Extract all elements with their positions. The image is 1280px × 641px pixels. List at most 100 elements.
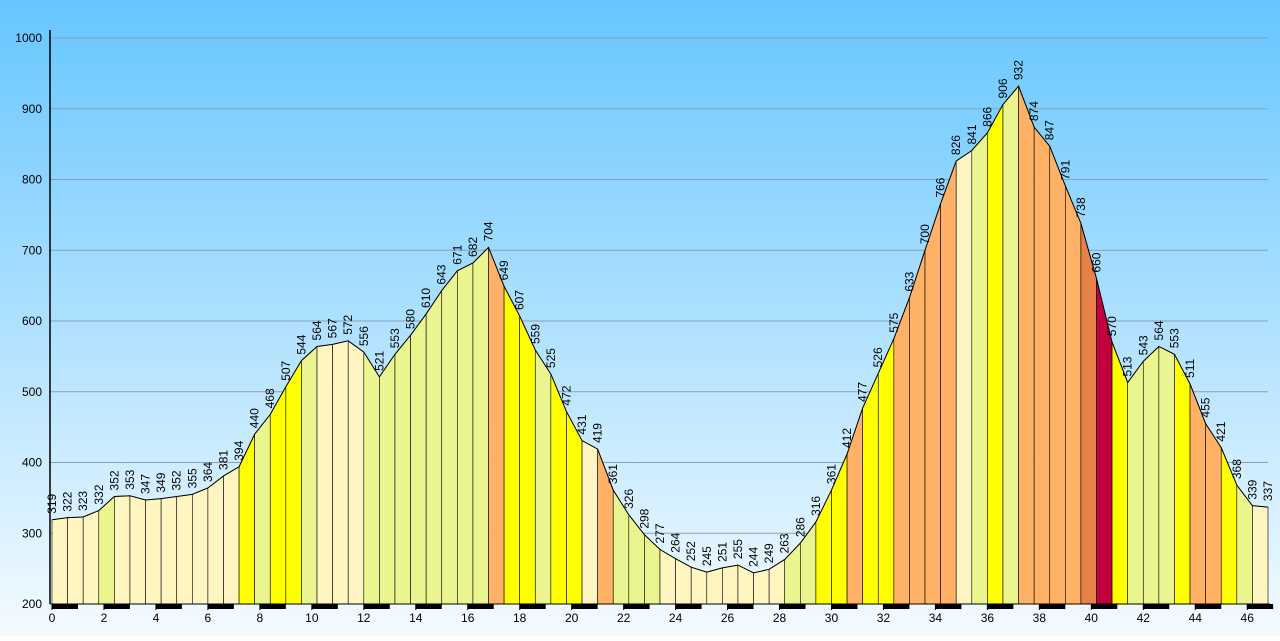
x-tick-label: 0 <box>49 611 56 625</box>
segment <box>223 466 240 605</box>
value-label: 526 <box>871 347 885 367</box>
value-label: 355 <box>185 468 199 488</box>
value-label: 249 <box>762 543 776 563</box>
scale-bar <box>935 604 962 609</box>
value-label: 826 <box>949 135 963 155</box>
scale-bar <box>883 604 910 609</box>
segment <box>82 510 100 605</box>
x-tick-label: 42 <box>1137 611 1151 625</box>
segment <box>51 517 68 605</box>
scale-bar <box>987 604 1014 609</box>
y-tick-label: 200 <box>22 597 42 611</box>
segment <box>269 385 287 605</box>
scale-bar <box>1039 604 1066 609</box>
x-tick-label: 32 <box>877 611 891 625</box>
x-tick-label: 22 <box>617 611 631 625</box>
value-label: 580 <box>404 309 418 329</box>
segment <box>425 289 443 605</box>
y-tick-label: 800 <box>22 173 42 187</box>
segment <box>176 493 193 605</box>
value-label: 511 <box>1183 359 1197 378</box>
segment <box>254 413 271 605</box>
value-label: 255 <box>731 539 745 559</box>
value-label: 412 <box>840 428 854 448</box>
value-label: 339 <box>1245 479 1259 499</box>
segment <box>1111 342 1128 605</box>
x-tick-label: 24 <box>669 611 683 625</box>
value-label: 277 <box>653 523 667 543</box>
scale-bar <box>467 604 494 609</box>
x-tick-label: 14 <box>409 611 423 625</box>
value-label: 866 <box>980 106 994 126</box>
value-label: 455 <box>1199 397 1213 417</box>
segment <box>987 104 1004 605</box>
scale-bar <box>1143 604 1170 609</box>
value-label: 704 <box>482 221 496 241</box>
value-label: 564 <box>310 320 324 340</box>
segment <box>566 411 583 605</box>
segment <box>753 568 770 605</box>
y-tick-label: 300 <box>22 526 42 540</box>
x-tick-label: 28 <box>773 611 787 625</box>
value-label: 544 <box>294 334 308 354</box>
scale-bar <box>415 604 442 609</box>
segment <box>1002 85 1019 605</box>
value-label: 347 <box>139 474 153 494</box>
value-label: 419 <box>591 423 605 443</box>
value-label: 671 <box>450 244 464 264</box>
scale-bar <box>1247 604 1274 609</box>
segment <box>114 495 131 605</box>
x-tick-label: 18 <box>513 611 527 625</box>
value-label: 349 <box>154 472 168 492</box>
segment <box>1080 223 1097 605</box>
value-label: 322 <box>61 491 75 511</box>
value-label: 791 <box>1058 160 1072 180</box>
value-label: 263 <box>778 533 792 553</box>
segment <box>472 246 489 605</box>
value-label: 932 <box>1012 60 1026 80</box>
value-label: 543 <box>1136 335 1150 355</box>
x-tick-label: 10 <box>305 611 319 625</box>
value-label: 572 <box>341 314 355 334</box>
value-label: 472 <box>559 385 573 405</box>
value-label: 567 <box>326 318 340 338</box>
segment <box>316 344 333 605</box>
value-label: 564 <box>1152 320 1166 340</box>
segment <box>581 440 598 605</box>
value-label: 607 <box>513 290 527 310</box>
segment <box>503 286 520 605</box>
value-label: 556 <box>357 326 371 346</box>
x-tick-label: 20 <box>565 611 579 625</box>
value-label: 323 <box>76 491 90 511</box>
segment <box>550 373 567 605</box>
scale-bar <box>623 604 650 609</box>
segment <box>192 487 209 605</box>
value-label: 364 <box>201 462 215 482</box>
value-label: 245 <box>700 546 714 566</box>
value-label: 906 <box>996 78 1010 98</box>
segment <box>1018 86 1035 605</box>
segment <box>971 132 988 605</box>
segment <box>862 373 879 605</box>
y-tick-label: 700 <box>22 243 42 257</box>
scale-bar <box>727 604 754 609</box>
value-label: 368 <box>1230 459 1244 479</box>
scale-bar <box>519 604 546 609</box>
scale-bar <box>311 604 338 609</box>
segment <box>285 359 302 605</box>
y-tick-label: 1000 <box>15 31 42 45</box>
value-label: 352 <box>107 470 121 490</box>
segment <box>924 203 941 605</box>
value-label: 477 <box>856 382 870 402</box>
segment <box>488 247 505 605</box>
scale-bar <box>103 604 130 609</box>
segment <box>1127 360 1144 605</box>
value-label: 440 <box>248 408 262 428</box>
x-tick-label: 26 <box>721 611 735 625</box>
segment <box>363 351 380 605</box>
segment <box>1252 505 1269 605</box>
value-label: 421 <box>1214 421 1228 441</box>
x-tick-label: 30 <box>825 611 839 625</box>
value-label: 766 <box>934 177 948 197</box>
value-label: 553 <box>388 328 402 348</box>
